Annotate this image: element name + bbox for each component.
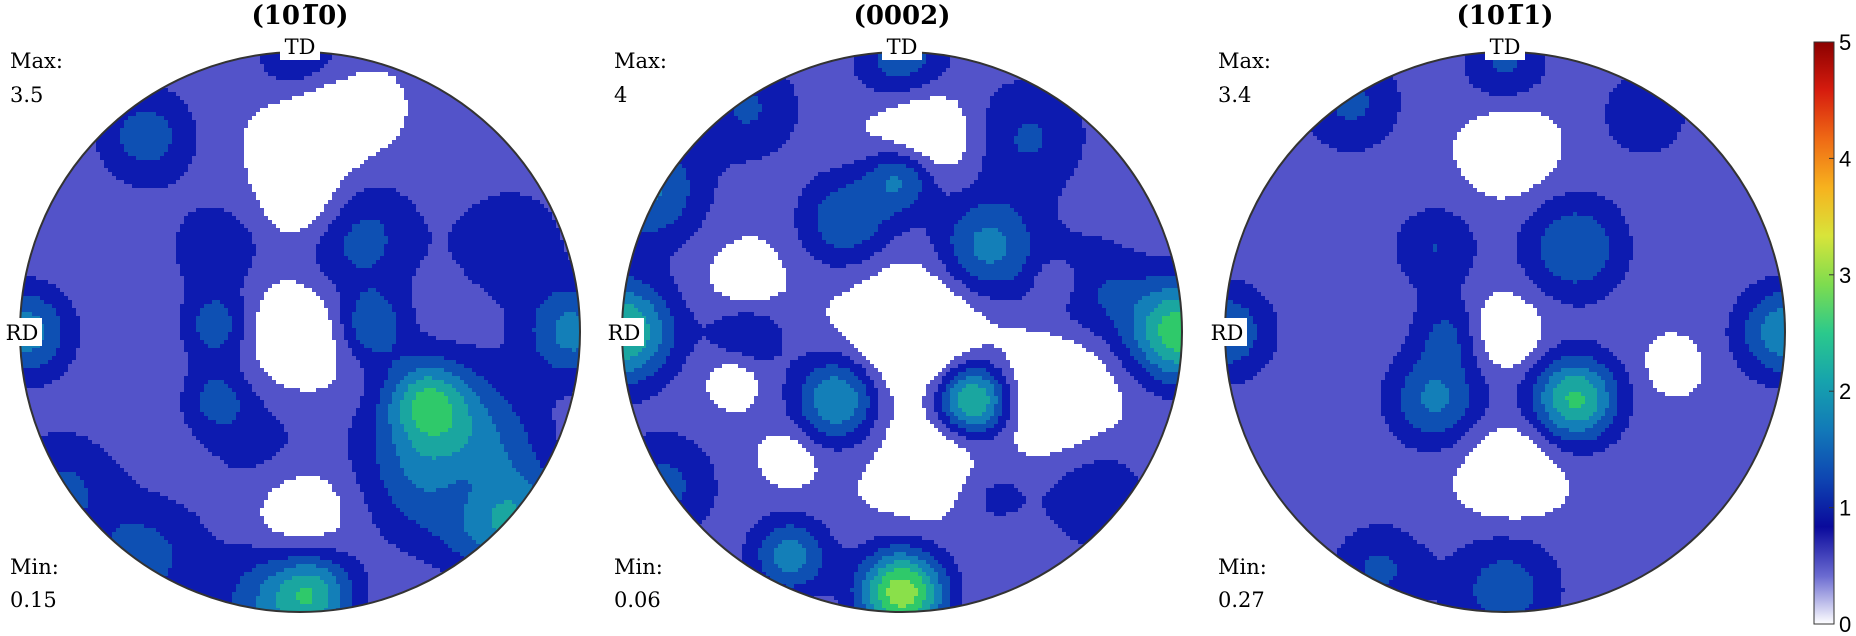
pole-figure-1-contour-fill xyxy=(20,52,580,612)
pole-figure-2-max-value: 4 xyxy=(614,83,627,107)
pole-figure-1-td-label-bg xyxy=(280,34,320,60)
pole-figure-1-max-value: 3.5 xyxy=(10,83,43,107)
colorbar-tick-label: 4 xyxy=(1839,146,1851,171)
pole-figure-1-min-label: Min: xyxy=(10,555,59,579)
pole-figure-1-title: (101̅0) xyxy=(252,1,349,31)
pole-figure-1-min-value: 0.15 xyxy=(10,588,57,612)
pole-figure-3-td-label-bg xyxy=(1485,34,1525,60)
pole-figure-3-max-value: 3.4 xyxy=(1218,83,1251,107)
pole-figure-2-title: (0002) xyxy=(854,1,951,31)
colorbar-tick-label: 5 xyxy=(1839,30,1851,55)
pole-figure-3-rd-label-bg xyxy=(1207,318,1247,346)
colorbar-tick-label: 2 xyxy=(1839,379,1851,404)
pole-figure-2-contour-fill xyxy=(622,52,1182,612)
pole-figure-2-td-label: TD xyxy=(887,35,918,59)
pole-figure-2-max-label: Max: xyxy=(614,49,667,73)
colorbar-gradient xyxy=(1813,41,1835,625)
colorbar-tick-label: 1 xyxy=(1839,496,1851,521)
pole-figure-2: (0002) Max: 4 Min: 0.06 TD RD xyxy=(604,1,1183,613)
pole-figure-3-min-label: Min: xyxy=(1218,555,1267,579)
pole-figure-3-min-value: 0.27 xyxy=(1218,588,1265,612)
pole-figure-1-max-label: Max: xyxy=(10,49,63,73)
pole-figure-1-rd-label-bg xyxy=(2,318,42,346)
pole-figure-1-rd-label: RD xyxy=(6,321,39,345)
colorbar: 0 1 2 3 4 5 xyxy=(1813,30,1851,636)
pole-figure-3-contour-fill xyxy=(1225,52,1785,612)
pole-figure-3-title: (101̅1) xyxy=(1457,1,1554,31)
pole-figure-3-rd-label: RD xyxy=(1211,321,1244,345)
pole-figure-1: (101̅0) Max: 3.5 Min: 0.15 TD RD xyxy=(2,1,581,613)
pole-figure-3: (101̅1) Max: 3.4 Min: 0.27 TD RD xyxy=(1207,1,1786,613)
pole-figure-2-rd-label-bg xyxy=(604,318,644,346)
pole-figure-2-min-value: 0.06 xyxy=(614,588,661,612)
pole-figure-3-max-label: Max: xyxy=(1218,49,1271,73)
pole-figure-1-td-label: TD xyxy=(285,35,316,59)
pole-figure-2-td-label-bg xyxy=(882,34,922,60)
pole-figure-2-rd-label: RD xyxy=(608,321,641,345)
colorbar-tick-label: 0 xyxy=(1839,612,1851,636)
colorbar-tick-label: 3 xyxy=(1839,263,1851,288)
pole-figure-3-td-label: TD xyxy=(1490,35,1521,59)
pole-figure-2-min-label: Min: xyxy=(614,555,663,579)
